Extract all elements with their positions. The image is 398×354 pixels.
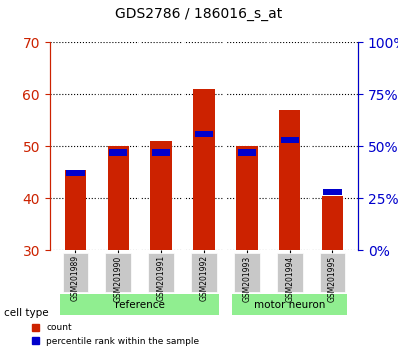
Bar: [152, 149, 170, 156]
Bar: [193, 89, 215, 250]
Text: GSM201995: GSM201995: [328, 255, 337, 302]
Bar: [281, 137, 299, 143]
Bar: [109, 149, 127, 156]
FancyBboxPatch shape: [277, 253, 302, 292]
Bar: [238, 149, 256, 156]
Bar: [322, 196, 343, 250]
Bar: [150, 141, 172, 250]
Text: reference: reference: [115, 300, 165, 310]
Text: GSM201989: GSM201989: [71, 255, 80, 302]
FancyBboxPatch shape: [232, 294, 347, 315]
Text: GSM201993: GSM201993: [242, 255, 251, 302]
Bar: [236, 146, 258, 250]
Bar: [324, 189, 341, 195]
Text: cell type: cell type: [4, 308, 49, 318]
FancyBboxPatch shape: [62, 253, 88, 292]
Bar: [65, 170, 86, 250]
FancyBboxPatch shape: [60, 294, 219, 315]
Bar: [107, 146, 129, 250]
FancyBboxPatch shape: [105, 253, 131, 292]
Legend: count, percentile rank within the sample: count, percentile rank within the sample: [28, 320, 203, 349]
Text: GSM201990: GSM201990: [114, 255, 123, 302]
Text: GSM201994: GSM201994: [285, 255, 294, 302]
Text: GDS2786 / 186016_s_at: GDS2786 / 186016_s_at: [115, 7, 283, 21]
FancyBboxPatch shape: [320, 253, 345, 292]
FancyBboxPatch shape: [191, 253, 217, 292]
FancyBboxPatch shape: [234, 253, 259, 292]
Text: GSM201991: GSM201991: [157, 255, 166, 302]
Text: GSM201992: GSM201992: [199, 255, 209, 302]
Text: motor neuron: motor neuron: [254, 300, 325, 310]
FancyBboxPatch shape: [148, 253, 174, 292]
Bar: [195, 131, 213, 137]
Bar: [279, 110, 300, 250]
Bar: [66, 170, 84, 176]
